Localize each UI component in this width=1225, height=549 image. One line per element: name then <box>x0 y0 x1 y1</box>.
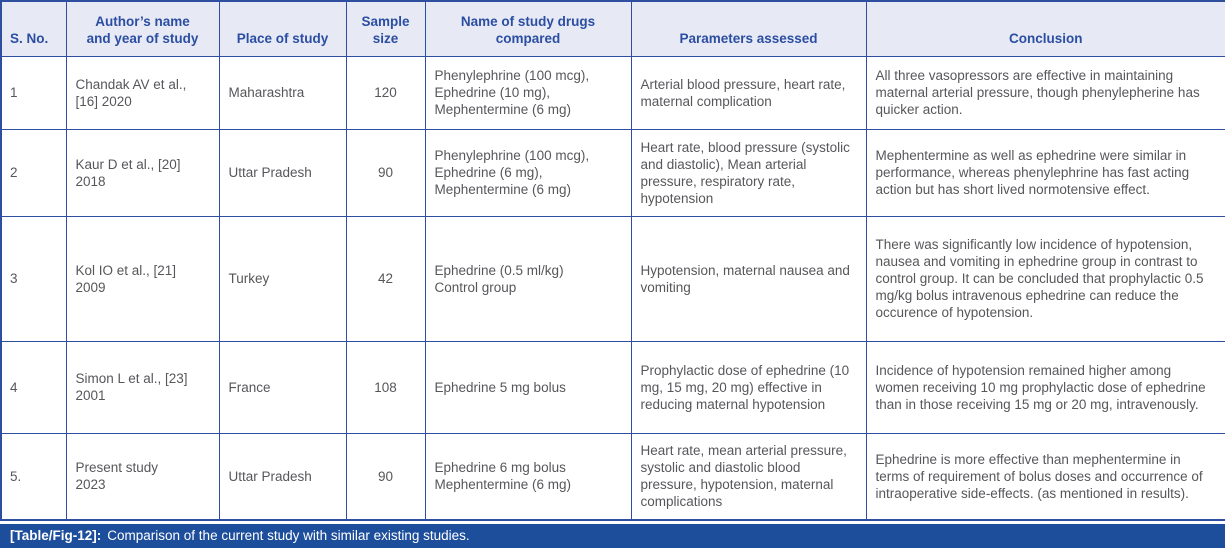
cell-author: Kol IO et al., [21] 2009 <box>65 215 220 342</box>
cell-parameters: Prophylactic dose of ephedrine (10 mg, 1… <box>630 340 867 434</box>
caption-text: Comparison of the current study with sim… <box>107 528 470 543</box>
cell-conclusion: All three vasopressors are effective in … <box>865 55 1225 130</box>
cell-author: Simon L et al., [23] 2001 <box>65 340 220 434</box>
cell-drugs: Ephedrine (0.5 ml/kg) Control group <box>424 215 632 342</box>
cell-parameters: Heart rate, mean arterial pressure, syst… <box>630 432 867 521</box>
figure-caption: [Table/Fig-12]: Comparison of the current… <box>0 524 1225 548</box>
cell-sno: 5. <box>0 432 67 521</box>
cell-author: Chandak AV et al., [16] 2020 <box>65 55 220 130</box>
comparison-table: S. No. Author’s name and year of study P… <box>0 0 1225 521</box>
cell-parameters: Arterial blood pressure, heart rate, mat… <box>630 55 867 130</box>
cell-drugs: Ephedrine 5 mg bolus <box>424 340 632 434</box>
table-row: 2 Kaur D et al., [20] 2018 Uttar Pradesh… <box>0 128 1225 217</box>
header-author: Author’s name and year of study <box>65 0 220 57</box>
cell-place: Maharashtra <box>218 55 347 130</box>
cell-sample: 90 <box>345 432 426 521</box>
cell-conclusion: There was significantly low incidence of… <box>865 215 1225 342</box>
cell-sample: 42 <box>345 215 426 342</box>
cell-conclusion: Mephentermine as well as ephedrine were … <box>865 128 1225 217</box>
cell-author: Kaur D et al., [20] 2018 <box>65 128 220 217</box>
cell-sample: 90 <box>345 128 426 217</box>
cell-drugs: Phenylephrine (100 mcg), Ephedrine (10 m… <box>424 55 632 130</box>
cell-sno: 3 <box>0 215 67 342</box>
cell-sample: 108 <box>345 340 426 434</box>
cell-sample: 120 <box>345 55 426 130</box>
header-sno: S. No. <box>0 0 67 57</box>
cell-sno: 1 <box>0 55 67 130</box>
cell-drugs: Ephedrine 6 mg bolus Mephentermine (6 mg… <box>424 432 632 521</box>
cell-sno: 2 <box>0 128 67 217</box>
cell-place: France <box>218 340 347 434</box>
table-row: 3 Kol IO et al., [21] 2009 Turkey 42 Eph… <box>0 215 1225 342</box>
cell-place: Turkey <box>218 215 347 342</box>
table-row: 4 Simon L et al., [23] 2001 France 108 E… <box>0 340 1225 434</box>
cell-place: Uttar Pradesh <box>218 432 347 521</box>
cell-author: Present study 2023 <box>65 432 220 521</box>
cell-place: Uttar Pradesh <box>218 128 347 217</box>
cell-parameters: Hypotension, maternal nausea and vomitin… <box>630 215 867 342</box>
header-parameters: Parameters assessed <box>630 0 867 57</box>
caption-tag: [Table/Fig-12]: <box>10 528 102 543</box>
header-drugs: Name of study drugs compared <box>424 0 632 57</box>
table-row: 1 Chandak AV et al., [16] 2020 Maharasht… <box>0 55 1225 130</box>
header-place: Place of study <box>218 0 347 57</box>
cell-sno: 4 <box>0 340 67 434</box>
header-conclusion: Conclusion <box>865 0 1225 57</box>
header-row: S. No. Author’s name and year of study P… <box>0 0 1225 57</box>
table-row: 5. Present study 2023 Uttar Pradesh 90 E… <box>0 432 1225 521</box>
cell-parameters: Heart rate, blood pressure (systolic and… <box>630 128 867 217</box>
header-sample: Sample size <box>345 0 426 57</box>
cell-drugs: Phenylephrine (100 mcg), Ephedrine (6 mg… <box>424 128 632 217</box>
cell-conclusion: Ephedrine is more effective than mephent… <box>865 432 1225 521</box>
cell-conclusion: Incidence of hypotension remained higher… <box>865 340 1225 434</box>
